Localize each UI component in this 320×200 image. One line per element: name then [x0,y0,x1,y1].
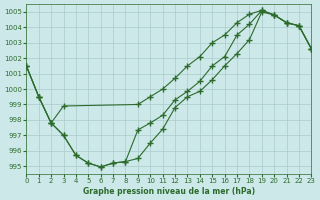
X-axis label: Graphe pression niveau de la mer (hPa): Graphe pression niveau de la mer (hPa) [83,187,255,196]
